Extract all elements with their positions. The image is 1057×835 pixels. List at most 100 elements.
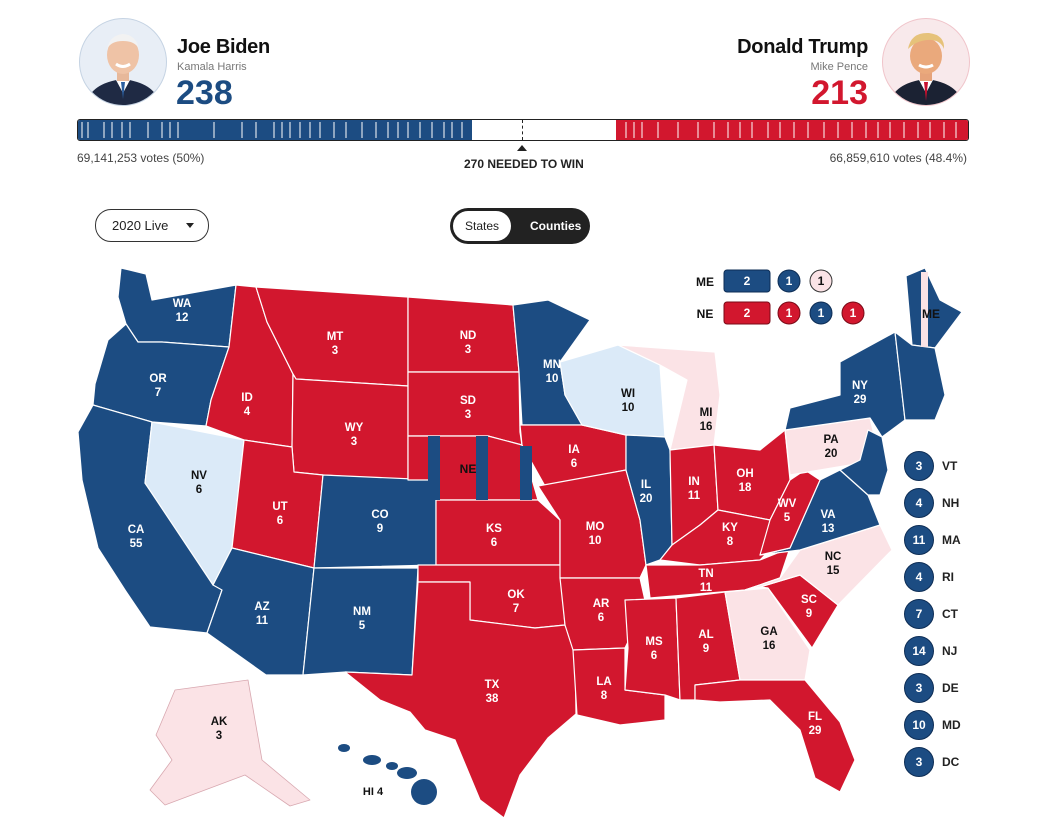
state-label-TN: TN 11 (698, 568, 713, 594)
me-district-stripe (921, 272, 928, 347)
state-label-AR: AR 6 (593, 598, 610, 624)
state-label-NV: NV 6 (191, 470, 207, 496)
small-state-CT[interactable]: 7 CT (904, 599, 984, 629)
state-label-MN: MN 10 (543, 359, 561, 385)
state-label-IN: IN 11 (688, 476, 701, 502)
small-state-ev: 4 (904, 488, 934, 518)
state-label-TX: TX 38 (485, 679, 500, 705)
state-label-NE: NE (460, 462, 477, 476)
small-state-MD[interactable]: 10 MD (904, 710, 984, 740)
state-label-MO: MO 10 (586, 521, 605, 547)
ne-statewide-value: 2 (744, 306, 751, 320)
state-NJ-DE-MD (839, 429, 889, 496)
split-ne-label: NE (697, 307, 714, 321)
dem-popular-votes: 69,141,253 votes (50%) (77, 151, 205, 165)
state-label-CO: CO 9 (371, 509, 388, 535)
needed-to-win-label: 270 NEEDED TO WIN (464, 157, 584, 171)
state-label-ID: ID 4 (241, 392, 253, 418)
state-label-KS: KS 6 (486, 523, 502, 549)
state-WV[interactable] (759, 469, 821, 556)
state-label-OK: OK 7 (507, 589, 525, 615)
rep-electoral-votes: 213 (811, 74, 868, 112)
state-label-UT: UT 6 (272, 501, 287, 527)
state-label-OH: OH 18 (736, 468, 753, 494)
hawaii-islands[interactable] (338, 744, 437, 805)
state-label-WV: WV 5 (778, 498, 797, 524)
state-label-FL: FL 29 (808, 711, 822, 737)
small-state-abbr: DE (942, 681, 959, 695)
bar-state-dividers (81, 122, 957, 138)
state-label-MT: MT 3 (327, 331, 344, 357)
dem-running-mate: Kamala Harris (177, 61, 247, 73)
me-district-value: 1 (818, 274, 825, 288)
ne-district-value: 1 (786, 306, 793, 320)
ne-statewide-pill (723, 301, 771, 325)
small-state-abbr: RI (942, 570, 954, 584)
small-state-NJ[interactable]: 14 NJ (904, 636, 984, 666)
state-NY[interactable] (784, 331, 906, 438)
state-NC[interactable] (744, 524, 893, 606)
small-state-abbr: NJ (942, 644, 958, 658)
state-label-AL: AL 9 (698, 629, 713, 655)
small-state-DE[interactable]: 3 DE (904, 673, 984, 703)
small-state-abbr: VT (942, 459, 958, 473)
ne-district-pill (809, 301, 833, 325)
dem-bar-fill (78, 120, 472, 140)
state-MS[interactable] (624, 597, 681, 701)
rep-bar-fill (615, 120, 968, 140)
state-CO[interactable] (313, 474, 437, 569)
state-label-AK: AK 3 (211, 716, 228, 742)
small-state-abbr: CT (942, 607, 958, 621)
state-LA[interactable] (572, 647, 666, 726)
small-state-ev: 11 (904, 525, 934, 555)
state-TX[interactable] (344, 581, 577, 819)
small-state-abbr: MA (942, 533, 961, 547)
electoral-vote-bar (77, 119, 969, 141)
ne-district-pill (841, 301, 865, 325)
me-district-pill (809, 269, 833, 293)
state-label-NM: NM 5 (353, 606, 371, 632)
year-select-label: 2020 Live (112, 218, 169, 233)
state-NE-NH-VT-MA (894, 331, 946, 421)
state-label-KY: KY 8 (722, 522, 738, 548)
state-label-ME: ME (922, 307, 940, 321)
state-label-MS: MS 6 (645, 636, 663, 662)
small-state-NH[interactable]: 4 NH (904, 488, 984, 518)
state-label-IA: IA 6 (568, 444, 580, 470)
majority-line (522, 120, 523, 140)
state-label-AZ: AZ 11 (254, 601, 269, 627)
small-state-ev: 3 (904, 673, 934, 703)
view-toggle[interactable]: States Counties (450, 208, 590, 244)
ne-district-value: 1 (850, 306, 857, 320)
state-label-WI: WI 10 (621, 388, 635, 414)
state-GA[interactable] (724, 587, 811, 681)
state-label-SC: SC 9 (801, 594, 817, 620)
small-state-ev: 7 (904, 599, 934, 629)
small-state-ev: 10 (904, 710, 934, 740)
toggle-states-option[interactable]: States (453, 211, 511, 241)
ne-district-stripes (428, 436, 532, 500)
donald-trump-portrait-icon (889, 32, 963, 105)
joe-biden-avatar (79, 18, 167, 106)
state-TN[interactable] (645, 547, 791, 599)
small-state-RI[interactable]: 4 RI (904, 562, 984, 592)
split-me-label: ME (696, 275, 714, 289)
small-state-DC[interactable]: 3 DC (904, 747, 984, 777)
small-state-MA[interactable]: 11 MA (904, 525, 984, 555)
year-select[interactable]: 2020 Live (95, 209, 209, 242)
me-district-value: 1 (786, 274, 793, 288)
rep-candidate-name: Donald Trump (737, 36, 868, 58)
state-AK[interactable] (149, 679, 311, 807)
dem-electoral-votes: 238 (176, 74, 233, 112)
rep-popular-votes: 66,859,610 votes (48.4%) (829, 151, 967, 165)
state-FL[interactable] (694, 679, 856, 793)
joe-biden-portrait-icon (86, 34, 160, 105)
rep-running-mate: Mike Pence (810, 61, 868, 73)
ne-district-value: 1 (818, 306, 825, 320)
state-label-SD: SD 3 (460, 395, 476, 421)
ne-district-pill (777, 301, 801, 325)
toggle-counties-option[interactable]: Counties (530, 219, 582, 233)
small-state-VT[interactable]: 3 VT (904, 451, 984, 481)
needed-marker-icon (517, 145, 527, 151)
